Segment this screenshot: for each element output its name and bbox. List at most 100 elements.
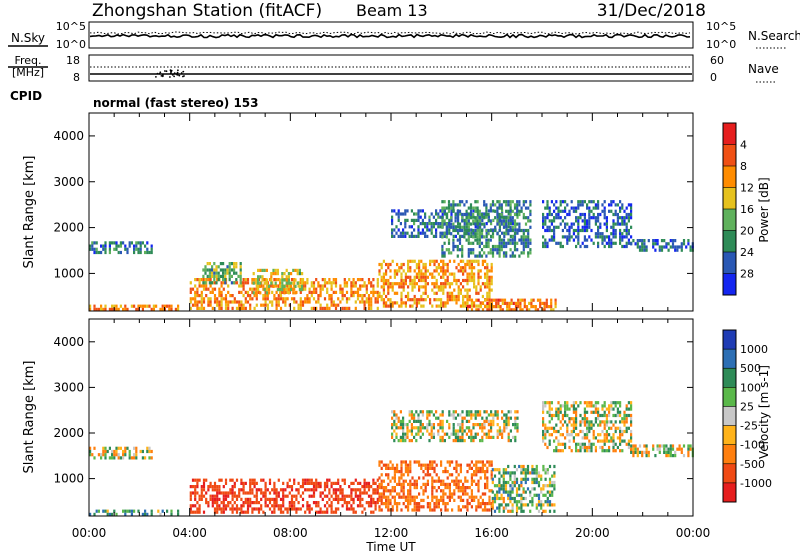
echo-cell — [473, 495, 476, 499]
echo-cell — [616, 222, 619, 226]
echo-cell — [658, 245, 661, 249]
echo-cell — [378, 505, 381, 509]
echo-cell — [597, 417, 600, 421]
echo-cell — [413, 505, 416, 509]
echo-cell — [663, 239, 666, 243]
echo-cell — [462, 278, 465, 283]
echo-cell — [588, 200, 591, 204]
echo-cell — [529, 225, 532, 229]
echo-cell — [483, 423, 486, 427]
echo-cell — [283, 272, 286, 276]
echo-cell — [431, 304, 434, 308]
echo-cell — [468, 294, 471, 299]
echo-cell — [658, 248, 661, 252]
echo-cell — [516, 215, 519, 219]
echo-cell — [115, 304, 118, 308]
echo-cell — [345, 507, 349, 511]
echo-cell — [402, 269, 405, 273]
echo-cell — [687, 447, 690, 451]
echo-cell — [515, 468, 519, 472]
echo-cell — [527, 251, 530, 255]
echo-cell — [485, 212, 488, 217]
echo-cell — [421, 410, 424, 414]
echo-cell — [284, 488, 287, 492]
echo-cell — [577, 404, 580, 408]
echo-cell — [489, 206, 492, 210]
echo-cell — [431, 288, 434, 292]
echo-cell — [413, 508, 416, 512]
echo-cell — [509, 241, 512, 245]
echo-cell — [522, 203, 525, 207]
echo-cell — [407, 463, 410, 467]
echo-cell — [441, 426, 444, 430]
echo-cell — [572, 420, 575, 424]
echo-cell — [326, 287, 329, 291]
echo-cell — [527, 219, 530, 223]
echo-cell — [279, 291, 282, 295]
echo-cell — [502, 219, 506, 223]
echo-cell — [301, 278, 304, 282]
echo-cell — [290, 485, 294, 489]
echo-cell — [206, 268, 209, 272]
echo-cell — [356, 278, 360, 282]
echo-cell — [470, 269, 473, 273]
echo-cell — [638, 245, 642, 249]
echo-cell — [586, 429, 589, 434]
echo-cell — [407, 492, 410, 496]
echo-cell — [621, 420, 624, 424]
echo-cell — [334, 488, 338, 492]
echo-cell — [484, 482, 487, 486]
echo-cell — [242, 287, 245, 291]
echo-cell — [298, 268, 301, 272]
echo-cell — [421, 413, 424, 417]
echo-cell — [581, 225, 584, 229]
echo-cell — [341, 478, 344, 482]
echo-cell — [457, 463, 460, 467]
echo-cell — [363, 478, 366, 482]
echo-cell — [100, 453, 103, 457]
freq-unit-label: [MHz] — [12, 66, 44, 79]
echo-cell — [285, 288, 288, 292]
echo-cell — [429, 460, 432, 464]
echo-cell — [614, 241, 617, 245]
echo-cell — [652, 239, 655, 243]
echo-cell — [457, 505, 460, 509]
echo-cell — [467, 228, 470, 233]
echo-cell — [479, 502, 482, 506]
echo-cell — [485, 206, 488, 210]
echo-cell — [516, 222, 519, 226]
echo-cell — [601, 449, 604, 453]
echo-cell — [206, 262, 209, 266]
echo-cell — [454, 212, 457, 217]
echo-cell — [486, 476, 489, 480]
echo-cell — [588, 429, 591, 434]
echo-cell — [660, 248, 664, 252]
echo-cell — [402, 228, 405, 232]
echo-cell — [444, 505, 447, 509]
echo-cell — [586, 219, 589, 223]
echo-cell — [439, 423, 442, 427]
echo-cell — [257, 510, 261, 514]
echo-cell — [612, 407, 615, 411]
echo-cell — [590, 404, 593, 408]
echo-cell — [268, 497, 272, 501]
echo-cell — [251, 510, 254, 514]
echo-cell — [507, 200, 510, 204]
echo-cell — [488, 275, 491, 279]
echo-cell — [428, 439, 431, 443]
echo-cell — [496, 490, 499, 494]
freq-tick-bottom: 8 — [73, 71, 80, 84]
echo-cell — [531, 500, 534, 504]
echo-cell — [196, 491, 199, 495]
echo-cell — [372, 478, 375, 482]
echo-cell — [548, 238, 551, 242]
echo-cell — [238, 491, 241, 495]
echo-cell — [177, 509, 180, 513]
echo-cell — [404, 282, 407, 286]
echo-cell — [579, 216, 582, 220]
echo-cell — [115, 241, 118, 245]
echo-cell — [502, 506, 505, 510]
echo-cell — [548, 219, 551, 223]
echo-cell — [464, 486, 467, 490]
echo-cell — [391, 304, 394, 308]
